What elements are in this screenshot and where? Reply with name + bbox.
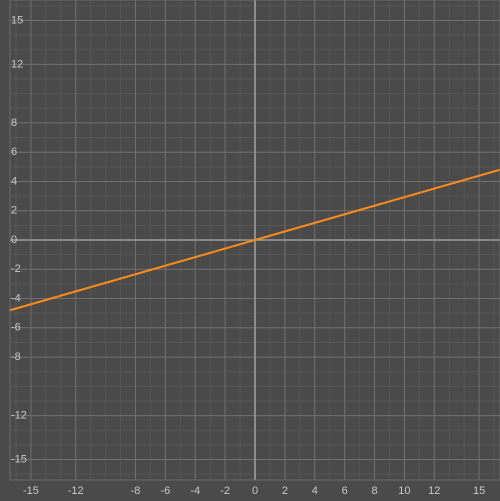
x-tick-label: 6 — [342, 485, 348, 497]
y-tick-label: 4 — [11, 175, 17, 187]
y-tick-label: -6 — [11, 322, 21, 334]
x-tick-label: 4 — [312, 485, 318, 497]
x-tick-label: 15 — [473, 485, 485, 497]
y-tick-label: 6 — [11, 146, 17, 158]
y-tick-label: -15 — [11, 453, 27, 465]
y-tick-label: 15 — [11, 14, 23, 26]
y-tick-label: 0 — [11, 234, 17, 246]
x-tick-label: 12 — [428, 485, 440, 497]
x-tick-label: 8 — [371, 485, 377, 497]
y-tick-label: -4 — [11, 292, 21, 304]
y-tick-label: 2 — [11, 205, 17, 217]
chart-svg: -15 -12 -8 -6 -4 -2 0 2 4 6 8 12 15 -15 -12 -8 -6 -4 -2 0 2 4… — [0, 0, 500, 501]
x-tick-label: -15 — [23, 485, 39, 497]
x-tick-label: -6 — [160, 485, 170, 497]
x-tick-label: 0 — [252, 485, 258, 497]
x-tick-label: 2 — [282, 485, 288, 497]
x-tick-label: 10 — [398, 485, 410, 497]
plot-area — [10, 0, 500, 480]
y-tick-label: -8 — [11, 351, 21, 363]
x-tick-label: -2 — [220, 485, 230, 497]
x-tick-label: -4 — [190, 485, 200, 497]
y-tick-label: -2 — [11, 263, 21, 275]
y-tick-label: -12 — [11, 410, 27, 422]
x-tick-label: -12 — [68, 485, 84, 497]
y-tick-label: 12 — [11, 58, 23, 70]
y-tick-label: 8 — [11, 117, 17, 129]
x-tick-label: -8 — [131, 485, 141, 497]
line-chart: -15 -12 -8 -6 -4 -2 0 2 4 6 8 12 15 -15 -12 -8 -6 -4 -2 0 2 4… — [0, 0, 500, 501]
